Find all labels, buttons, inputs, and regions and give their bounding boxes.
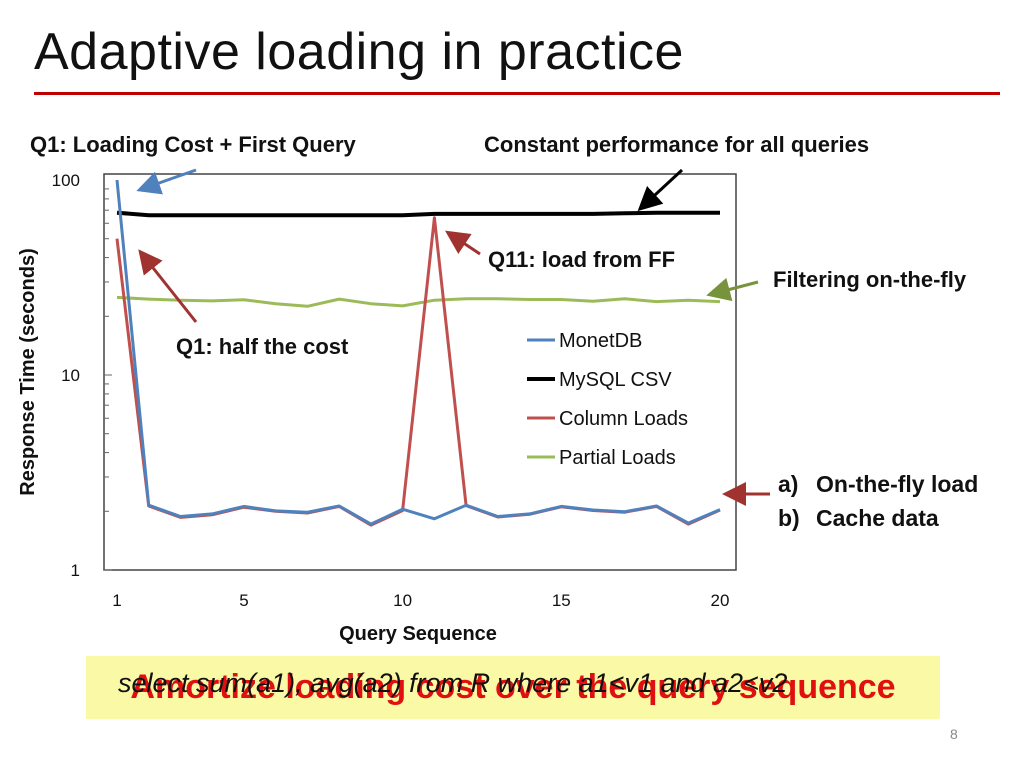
list-marker: b) xyxy=(778,505,800,531)
y-axis-label: Response Time (seconds) xyxy=(17,248,39,495)
legend-label: MonetDB xyxy=(559,330,642,352)
series-lines xyxy=(115,179,721,527)
legend-label: Column Loads xyxy=(559,408,688,430)
annotation-q1-loading: Q1: Loading Cost + First Query xyxy=(30,132,356,157)
x-tick-label: 15 xyxy=(552,591,571,610)
arrow-filtering xyxy=(706,277,759,302)
banner-query: select sum(a1), avg(a2) from R where a1<… xyxy=(118,668,788,698)
list-item: b) Cache data xyxy=(778,501,978,535)
annotation-filtering: Filtering on-the-fly xyxy=(773,267,967,292)
list-text: Cache data xyxy=(816,505,939,531)
y-tick-label: 100 xyxy=(52,171,80,190)
x-axis-label: Query Sequence xyxy=(339,623,497,645)
arrow-q11-load xyxy=(445,230,481,256)
annotation-constant-performance: Constant performance for all queries xyxy=(484,132,870,157)
legend: MonetDB MySQL CSV Column Loads Partial Load… xyxy=(527,330,688,469)
y-tick-label: 1 xyxy=(71,561,80,580)
y-tick-labels: 1 10 100 xyxy=(52,171,80,580)
x-tick-label: 5 xyxy=(239,591,248,610)
list-item: a) On-the-fly load xyxy=(778,467,978,501)
x-tick-label: 20 xyxy=(711,591,730,610)
slide-title: Adaptive loading in practice xyxy=(34,23,684,81)
y-tick-label: 10 xyxy=(61,366,80,385)
arrow-constant-performance xyxy=(637,168,684,212)
banner-headline: Amortize loading cost over the query seq… xyxy=(130,668,896,706)
y-minor-ticks xyxy=(104,188,112,571)
x-tick-label: 1 xyxy=(112,591,121,610)
legend-label: Partial Loads xyxy=(559,447,676,469)
query-banner: Amortize loading cost over the query seq… xyxy=(86,656,940,719)
series-line-partial-loads xyxy=(116,295,721,308)
series-line-mysql-csv xyxy=(116,210,720,218)
x-tick-label: 10 xyxy=(393,591,412,610)
list-text: On-the-fly load xyxy=(816,471,979,497)
plot-area xyxy=(103,173,737,571)
annotation-q11-load: Q11: load from FF xyxy=(488,247,676,272)
legend-label: MySQL CSV xyxy=(559,369,672,391)
annotation-q1-half-cost: Q1: half the cost xyxy=(176,334,349,359)
series-line-monetdb xyxy=(115,179,721,526)
list-marker: a) xyxy=(778,471,799,497)
arrow-q1-loading xyxy=(136,168,197,195)
arrow-q1-half-cost xyxy=(138,249,198,323)
feature-list: a) On-the-fly load b) Cache data xyxy=(778,467,978,535)
x-tick-labels: 1 5 10 15 20 xyxy=(112,591,729,610)
page-number: 8 xyxy=(950,726,958,742)
title-underline xyxy=(34,92,1000,95)
